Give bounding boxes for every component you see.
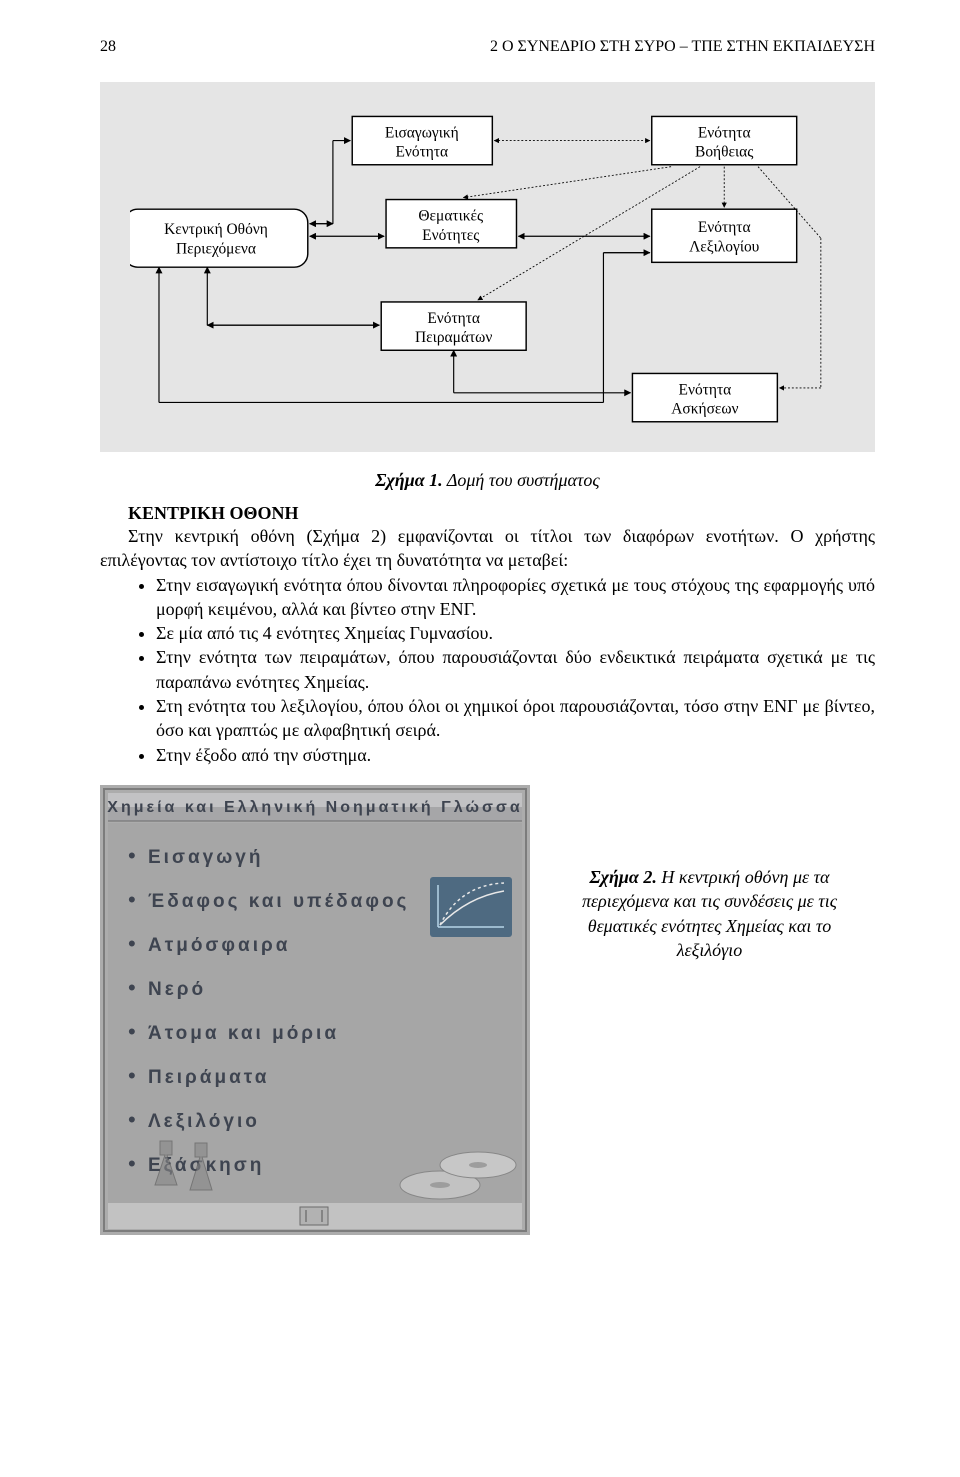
page-number: 28 [100,38,116,56]
svg-text:•: • [128,1151,136,1176]
section-title: ΚΕΝΤΡΙΚΗ ΟΘΟΝΗ [100,503,875,524]
menu-item[interactable]: Λεξιλόγιο [148,1111,260,1132]
node-exp-l1: Ενότητα [427,310,480,327]
menu-item[interactable]: Έδαφος και υπέδαφος [148,891,409,912]
graph-icon [430,877,512,937]
svg-text:•: • [128,975,136,1000]
figure-1-label: Σχήμα 1. [375,470,442,490]
bullet-item: Στην ενότητα των πειραμάτων, όπου παρουσ… [156,645,875,694]
node-intro-l1: Εισαγωγική [385,124,459,141]
svg-text:•: • [128,1107,136,1132]
svg-text:•: • [128,931,136,956]
figure-1-diagram: Εισαγωγική Ενότητα Ενότητα Βοήθειας Κεντ… [100,82,875,452]
menu-item[interactable]: Ατμόσφαιρα [148,935,290,956]
running-title: 2 Ο ΣΥΝΕΔΡΙΟ ΣΤΗ ΣΥΡΟ – ΤΠΕ ΣΤΗΝ ΕΚΠΑΙΔΕ… [490,38,875,56]
node-topics-l1: Θεματικές [418,207,483,224]
menu-item[interactable]: Πειράματα [148,1067,269,1088]
figure-2-row: Χημεία και Ελληνική Νοηματική Γλώσσα • Ε… [100,785,875,1235]
node-main-l2: Περιεχόμενα [176,240,256,257]
node-help-l1: Ενότητα [698,124,751,141]
node-exer-l2: Ασκήσεων [671,401,738,418]
figure-2-caption: Σχήμα 2. Η κεντρική οθόνη με τα περιεχόμ… [530,785,875,962]
node-exer-l1: Ενότητα [679,381,732,398]
page: 28 2 Ο ΣΥΝΕΔΡΙΟ ΣΤΗ ΣΥΡΟ – ΤΠΕ ΣΤΗΝ ΕΚΠΑ… [0,0,960,1275]
node-lex-l2: Λεξιλογίου [689,238,760,255]
svg-text:•: • [128,1063,136,1088]
bullet-item: Στην εισαγωγική ενότητα όπου δίνονται πλ… [156,573,875,622]
figure-1-caption: Σχήμα 1. Δομή του συστήματος [100,470,875,491]
svg-text:•: • [128,887,136,912]
bullet-item: Σε μία από τις 4 ενότητες Χημείας Γυμνασ… [156,621,875,645]
bullet-item: Στη ενότητα του λεξιλογίου, όπου όλοι οι… [156,694,875,743]
node-topics-l2: Ενότητες [422,227,479,244]
figure-2-screenshot: Χημεία και Ελληνική Νοηματική Γλώσσα • Ε… [100,785,530,1235]
node-main-l1: Κεντρική Οθόνη [164,221,268,238]
menu-title: Χημεία και Ελληνική Νοηματική Γλώσσα [107,799,522,816]
svg-text:•: • [128,1019,136,1044]
node-intro-l2: Ενότητα [395,144,448,161]
menu-item[interactable]: Άτομα και μόρια [148,1023,339,1044]
svg-text:•: • [128,843,136,868]
node-help-l2: Βοήθειας [695,144,753,161]
figure-1-text: Δομή του συστήματος [443,470,600,490]
node-lex-l1: Ενότητα [698,219,751,236]
bullet-item: Στην έξοδο από την σύστημα. [156,743,875,767]
bullet-list: Στην εισαγωγική ενότητα όπου δίνονται πλ… [100,573,875,767]
running-header: 28 2 Ο ΣΥΝΕΔΡΙΟ ΣΤΗ ΣΥΡΟ – ΤΠΕ ΣΤΗΝ ΕΚΠΑ… [100,38,875,56]
diagram-svg: Εισαγωγική Ενότητα Ενότητα Βοήθειας Κεντ… [130,110,845,434]
paragraph-1: Στην κεντρική οθόνη (Σχήμα 2) εμφανίζοντ… [100,524,875,573]
menu-item[interactable]: Νερό [148,979,206,1000]
figure-2-label: Σχήμα 2. [589,867,656,887]
node-exp-l2: Πειραμάτων [415,329,492,346]
menu-item[interactable]: Εισαγωγή [148,847,263,868]
